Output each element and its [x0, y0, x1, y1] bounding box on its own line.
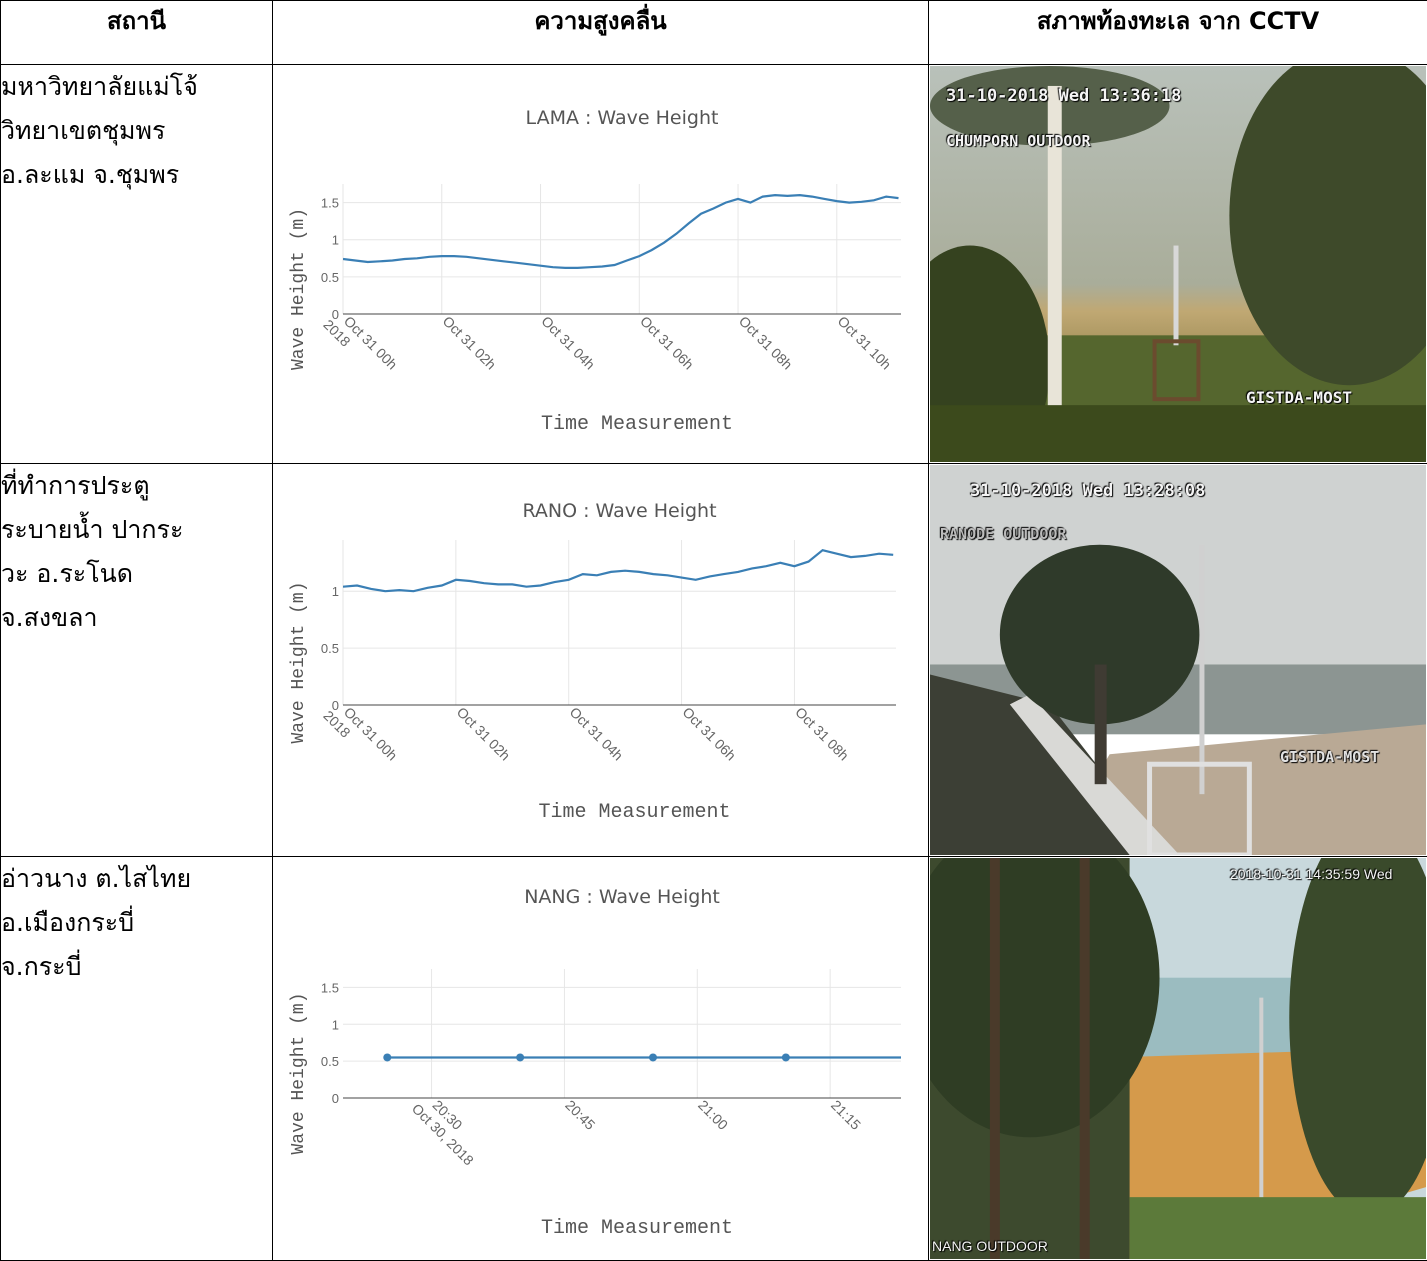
x-tick-label: 20:30Oct 30, 2018 [409, 1088, 489, 1168]
header-cctv: สภาพท้องทะเล จาก CCTV [929, 1, 1427, 65]
station-name-line: มหาวิทยาลัยแม่โจ้ [1, 65, 272, 109]
header-row: สถานี ความสูงคลื่น สภาพท้องทะเล จาก CCTV [1, 1, 1427, 65]
x-tick-label: Oct 31 04h [567, 704, 627, 764]
x-tick-label: Oct 31 02h [440, 313, 500, 373]
x-tick-label: Oct 31 10h [835, 313, 895, 373]
chart-title: NANG : Wave Height [524, 886, 720, 908]
x-axis-label: Time Measurement [541, 1217, 733, 1240]
y-tick-label: 1 [332, 584, 339, 599]
y-tick-label: 1 [332, 1017, 339, 1032]
header-station: สถานี [1, 1, 273, 65]
y-tick-label: 0 [332, 1091, 339, 1106]
x-tick-label: Oct 31 00h2018 [320, 695, 400, 775]
station-row-lama: มหาวิทยาลัยแม่โจ้ วิทยาเขตชุมพร อ.ละแม จ… [1, 65, 1427, 464]
y-axis-label: Wave Height (m) [289, 992, 309, 1154]
y-tick-label: 1.5 [321, 196, 339, 211]
data-point [516, 1053, 524, 1061]
wave-height-chart-nang: 0 0.5 1 1.5 20:30Oct 30, 2018 20:45 21:00 21:15… [273, 857, 927, 1259]
cctv-image-chumporn: 31-10-2018 Wed 13:36:18 CHUMPORN OUTDOOR… [930, 66, 1426, 462]
x-tick-label: Oct 31 08h [792, 704, 852, 764]
x-tick-label: Oct 31 06h [637, 313, 697, 373]
station-name-line: ระบายน้ำ ปากระ [1, 508, 272, 552]
x-tick-label: Oct 31 02h [454, 704, 514, 764]
cctv-watermark: GISTDA-MOST [1280, 748, 1379, 766]
cctv-camera-label: CHUMPORN OUTDOOR [946, 132, 1091, 150]
data-point [649, 1053, 657, 1061]
station-name-line: อ.เมืองกระบี่ [1, 901, 272, 945]
cctv-cell: 2018-10-31 14:35:59 Wed NANG OUTDOOR [929, 857, 1427, 1261]
cctv-image-nang: 2018-10-31 14:35:59 Wed NANG OUTDOOR [930, 858, 1426, 1259]
cctv-image-ranode: 31-10-2018 Wed 13:28:08 RANODE OUTDOOR G… [930, 465, 1426, 855]
y-tick-label: 1 [332, 233, 339, 248]
x-tick-label: 21:00 [695, 1097, 731, 1133]
station-name-line: วะ อ.ระโนด [1, 552, 272, 596]
x-tick-label: Oct 31 06h [679, 704, 739, 764]
data-point [782, 1053, 790, 1061]
cctv-timestamp: 2018-10-31 14:35:59 Wed [1230, 866, 1392, 882]
cctv-watermark: GISTDA-MOST [1246, 388, 1352, 407]
y-tick-label: 1.5 [321, 980, 339, 995]
station-name-line: ที่ทำการประตู [1, 464, 272, 508]
x-axis-label: Time Measurement [538, 801, 730, 824]
cctv-camera-label: RANODE OUTDOOR [940, 525, 1066, 543]
x-tick-label: 21:15 [828, 1097, 864, 1133]
station-row-rano: ที่ทำการประตู ระบายน้ำ ปากระ วะ อ.ระโนด … [1, 464, 1427, 857]
cctv-camera-label: NANG OUTDOOR [932, 1238, 1048, 1254]
series-line [343, 195, 899, 268]
y-tick-label: 0.5 [321, 1054, 339, 1069]
x-tick-label: Oct 31 08h [736, 313, 796, 373]
station-cell: อ่าวนาง ต.ไสไทย อ.เมืองกระบี่ จ.กระบี่ [1, 857, 273, 1261]
y-tick-label: 0.5 [321, 641, 339, 656]
x-tick-label: Oct 31 00h2018 [320, 304, 400, 384]
series-line [343, 550, 893, 591]
cctv-cell: 31-10-2018 Wed 13:28:08 RANODE OUTDOOR G… [929, 464, 1427, 857]
station-row-nang: อ่าวนาง ต.ไสไทย อ.เมืองกระบี่ จ.กระบี่ 0… [1, 857, 1427, 1261]
station-cell: มหาวิทยาลัยแม่โจ้ วิทยาเขตชุมพร อ.ละแม จ… [1, 65, 273, 464]
y-tick-label: 0.5 [321, 270, 339, 285]
header-wave-height: ความสูงคลื่น [273, 1, 929, 65]
cctv-timestamp: 31-10-2018 Wed 13:36:18 [946, 86, 1181, 106]
station-name-line: อ.ละแม จ.ชุมพร [1, 153, 272, 197]
station-name-line: จ.สงขลา [1, 596, 272, 640]
x-axis-label: Time Measurement [541, 413, 733, 436]
x-tick-label: Oct 31 04h [538, 313, 598, 373]
chart-title: RANO : Wave Height [522, 500, 716, 522]
cctv-timestamp: 31-10-2018 Wed 13:28:08 [970, 481, 1205, 501]
y-axis-label: Wave Height (m) [289, 581, 309, 743]
cctv-cell: 31-10-2018 Wed 13:36:18 CHUMPORN OUTDOOR… [929, 65, 1427, 464]
chart-plot: 0 0.5 1 1.5 20:30Oct 30, 2018 20:45 21:00 21:15 [321, 969, 927, 1168]
station-name-line: จ.กระบี่ [1, 945, 272, 989]
chart-title: LAMA : Wave Height [526, 107, 719, 129]
station-name-line: อ่าวนาง ต.ไสไทย [1, 857, 272, 901]
x-tick-label: 20:45 [562, 1097, 598, 1133]
chart-cell: 0 0.5 1 1.5 20:30Oct 30, 2018 20:45 21:00 21:15… [273, 857, 929, 1261]
y-axis-label: Wave Height (m) [289, 208, 309, 370]
station-name-line: วิทยาเขตชุมพร [1, 109, 272, 153]
station-cell: ที่ทำการประตู ระบายน้ำ ปากระ วะ อ.ระโนด … [1, 464, 273, 857]
data-point [383, 1053, 391, 1061]
